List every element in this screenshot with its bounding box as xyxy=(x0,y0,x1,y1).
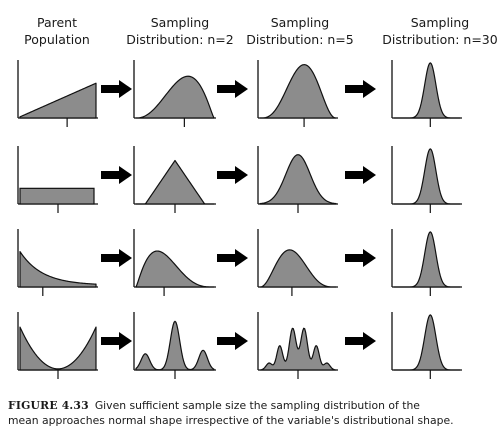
panel-row2-col3 xyxy=(257,146,338,213)
arrow-icon xyxy=(345,332,376,350)
distribution-curve xyxy=(135,320,215,371)
arrow-icon xyxy=(101,80,132,98)
distribution-curve xyxy=(259,249,337,288)
distribution-curve xyxy=(19,251,97,288)
panel-row4-col2 xyxy=(133,312,216,379)
distribution-curve xyxy=(135,75,215,119)
panel-row3-col3 xyxy=(257,229,338,296)
column-header-n5-line1: Sampling xyxy=(270,15,330,30)
arrow-icon xyxy=(217,166,248,184)
column-header-n30-line2: Distribution: n=30 xyxy=(382,32,498,47)
column-header-n30-line1: Sampling xyxy=(410,15,470,30)
arrow-icon xyxy=(345,166,376,184)
distribution-curve xyxy=(135,250,215,288)
panel-row4-col3 xyxy=(257,312,338,379)
column-header-n30: Sampling Distribution: n=30 xyxy=(380,14,500,48)
figure-caption: FIGURE 4.33 Given sufficient sample size … xyxy=(8,398,498,428)
column-header-n5: Sampling Distribution: n=5 xyxy=(240,14,360,48)
panel-row3-col2 xyxy=(133,229,216,296)
column-header-n2: Sampling Distribution: n=2 xyxy=(120,14,240,48)
panel-row1-col4 xyxy=(391,60,462,127)
panel-row2-col2 xyxy=(133,146,216,213)
arrow-icon xyxy=(101,332,132,350)
arrow-icon xyxy=(217,249,248,267)
panel-row4-col1 xyxy=(17,312,98,379)
distribution-curve xyxy=(259,154,337,205)
distribution-curve xyxy=(393,231,461,288)
panel-row1-col1 xyxy=(17,60,98,127)
distribution-curve xyxy=(393,314,461,371)
panel-row2-col4 xyxy=(391,146,462,213)
distribution-curve xyxy=(19,187,95,205)
panel-row1-col3 xyxy=(257,60,338,127)
column-header-n2-line1: Sampling xyxy=(150,15,210,30)
arrow-icon xyxy=(101,249,132,267)
caption-text-2: mean approaches normal shape irrespectiv… xyxy=(8,414,454,427)
distribution-curve xyxy=(19,82,97,119)
distribution-curve xyxy=(393,148,461,205)
arrow-icon xyxy=(217,80,248,98)
column-header-parent-line1: Parent xyxy=(36,15,77,30)
figure-label: FIGURE 4.33 xyxy=(8,399,89,412)
caption-line-1: FIGURE 4.33 Given sufficient sample size … xyxy=(8,398,498,413)
distribution-curve xyxy=(259,64,337,119)
column-header-n5-line2: Distribution: n=5 xyxy=(246,32,354,47)
distribution-curve xyxy=(259,327,337,371)
arrow-icon xyxy=(217,332,248,350)
panel-row3-col4 xyxy=(391,229,462,296)
arrow-icon xyxy=(101,166,132,184)
caption-text-1: Given sufficient sample size the samplin… xyxy=(94,399,420,412)
arrow-icon xyxy=(345,80,376,98)
sampling-distribution-diagram xyxy=(17,60,462,379)
distribution-curve xyxy=(393,62,461,119)
arrow-icon xyxy=(345,249,376,267)
column-header-parent-line2: Population xyxy=(24,32,90,47)
column-header-parent: Parent Population xyxy=(0,14,117,48)
panel-row2-col1 xyxy=(17,146,98,213)
distribution-curve xyxy=(135,159,215,205)
panel-row1-col2 xyxy=(133,60,216,127)
column-header-n2-line2: Distribution: n=2 xyxy=(126,32,234,47)
panel-row4-col4 xyxy=(391,312,462,379)
distribution-curve xyxy=(19,326,97,371)
panel-row3-col1 xyxy=(17,229,98,296)
